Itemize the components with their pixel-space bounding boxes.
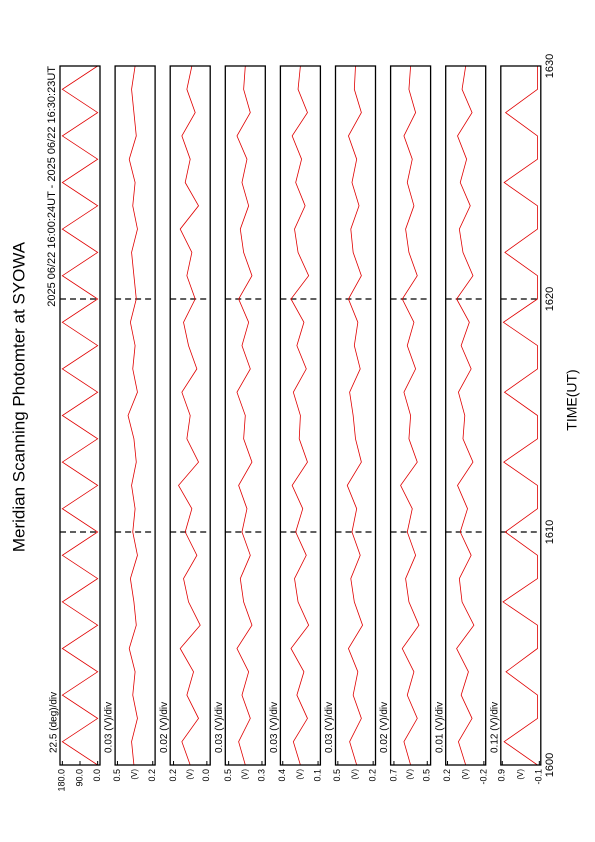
- y-tick-label: 0.2: [147, 769, 157, 782]
- trace: [236, 65, 253, 766]
- y-unit: (V): [240, 769, 249, 780]
- y-tick-label: -0.2: [478, 769, 488, 785]
- y-tick-label: 0.9: [497, 769, 507, 782]
- scale-label: 0.03 (V)/div: [214, 702, 225, 753]
- trace: [178, 65, 201, 766]
- y-unit: (V): [130, 769, 139, 780]
- y-tick-label: 180.0: [57, 769, 67, 792]
- trace: [346, 65, 364, 766]
- trace: [502, 66, 538, 766]
- y-tick-label: 0.2: [442, 769, 452, 782]
- y-tick-label: 90.0: [74, 769, 84, 787]
- trace: [127, 65, 138, 766]
- trace: [456, 65, 475, 766]
- chart-title: Meridian Scanning Photomter at SYOWA: [9, 241, 28, 552]
- y-unit: (V): [516, 769, 525, 780]
- panel-frame: [224, 65, 266, 766]
- panel-frame: [114, 65, 156, 766]
- panel-frame: [169, 65, 211, 766]
- scale-label: 22.5 (deg)/div: [49, 692, 60, 753]
- trace: [61, 65, 99, 766]
- panel-frame: [59, 65, 101, 766]
- y-unit: (V): [185, 769, 194, 780]
- panel-frame: [500, 65, 542, 766]
- x-tick-label: 1620: [544, 287, 556, 311]
- y-tick-label: 0.0: [201, 769, 211, 782]
- panel-frame: [445, 65, 487, 766]
- y-tick-label: 0.5: [332, 769, 342, 782]
- y-tick-label: 0.0: [92, 769, 102, 782]
- scale-label: 0.12 (V)/div: [489, 702, 500, 753]
- y-tick-label: 0.3: [256, 769, 266, 782]
- y-tick-label: 0.5: [223, 769, 233, 782]
- y-tick-label: 0.2: [368, 769, 378, 782]
- panel-frame: [389, 65, 432, 766]
- subtitle: 2025 06/22 16:00:24UT - 2025 06/22 16:30…: [46, 66, 58, 307]
- y-tick-label: 0.5: [422, 769, 432, 782]
- scale-label: 0.01 (V)/div: [434, 702, 445, 753]
- y-unit: (V): [351, 769, 360, 780]
- scale-label: 0.03 (V)/div: [104, 702, 115, 753]
- x-tick-label: 1600: [544, 753, 556, 777]
- y-tick-label: 0.7: [388, 769, 398, 782]
- panel-frame: [279, 65, 322, 766]
- y-unit: (V): [461, 769, 470, 780]
- trace: [400, 65, 420, 766]
- y-unit: (V): [406, 769, 415, 780]
- scale-label: 0.03 (V)/div: [324, 702, 335, 753]
- y-unit: (V): [296, 769, 305, 780]
- y-tick-label: -0.1: [534, 769, 544, 785]
- y-tick-label: 0.1: [312, 769, 322, 782]
- y-tick-label: 0.2: [168, 769, 178, 782]
- trace: [290, 65, 310, 766]
- scale-label: 0.02 (V)/div: [379, 702, 390, 753]
- y-tick-label: 0.5: [112, 769, 122, 782]
- x-tick-label: 1610: [544, 520, 556, 544]
- landscape-group: Meridian Scanning Photomter at SYOWA 202…: [9, 54, 579, 792]
- x-axis-label: TIME(UT): [564, 369, 580, 430]
- y-tick-label: 0.4: [277, 769, 287, 782]
- scale-label: 0.02 (V)/div: [159, 702, 170, 753]
- x-tick-label: 1630: [544, 54, 556, 78]
- panel-frame: [334, 65, 377, 766]
- scale-label: 0.03 (V)/div: [269, 702, 280, 753]
